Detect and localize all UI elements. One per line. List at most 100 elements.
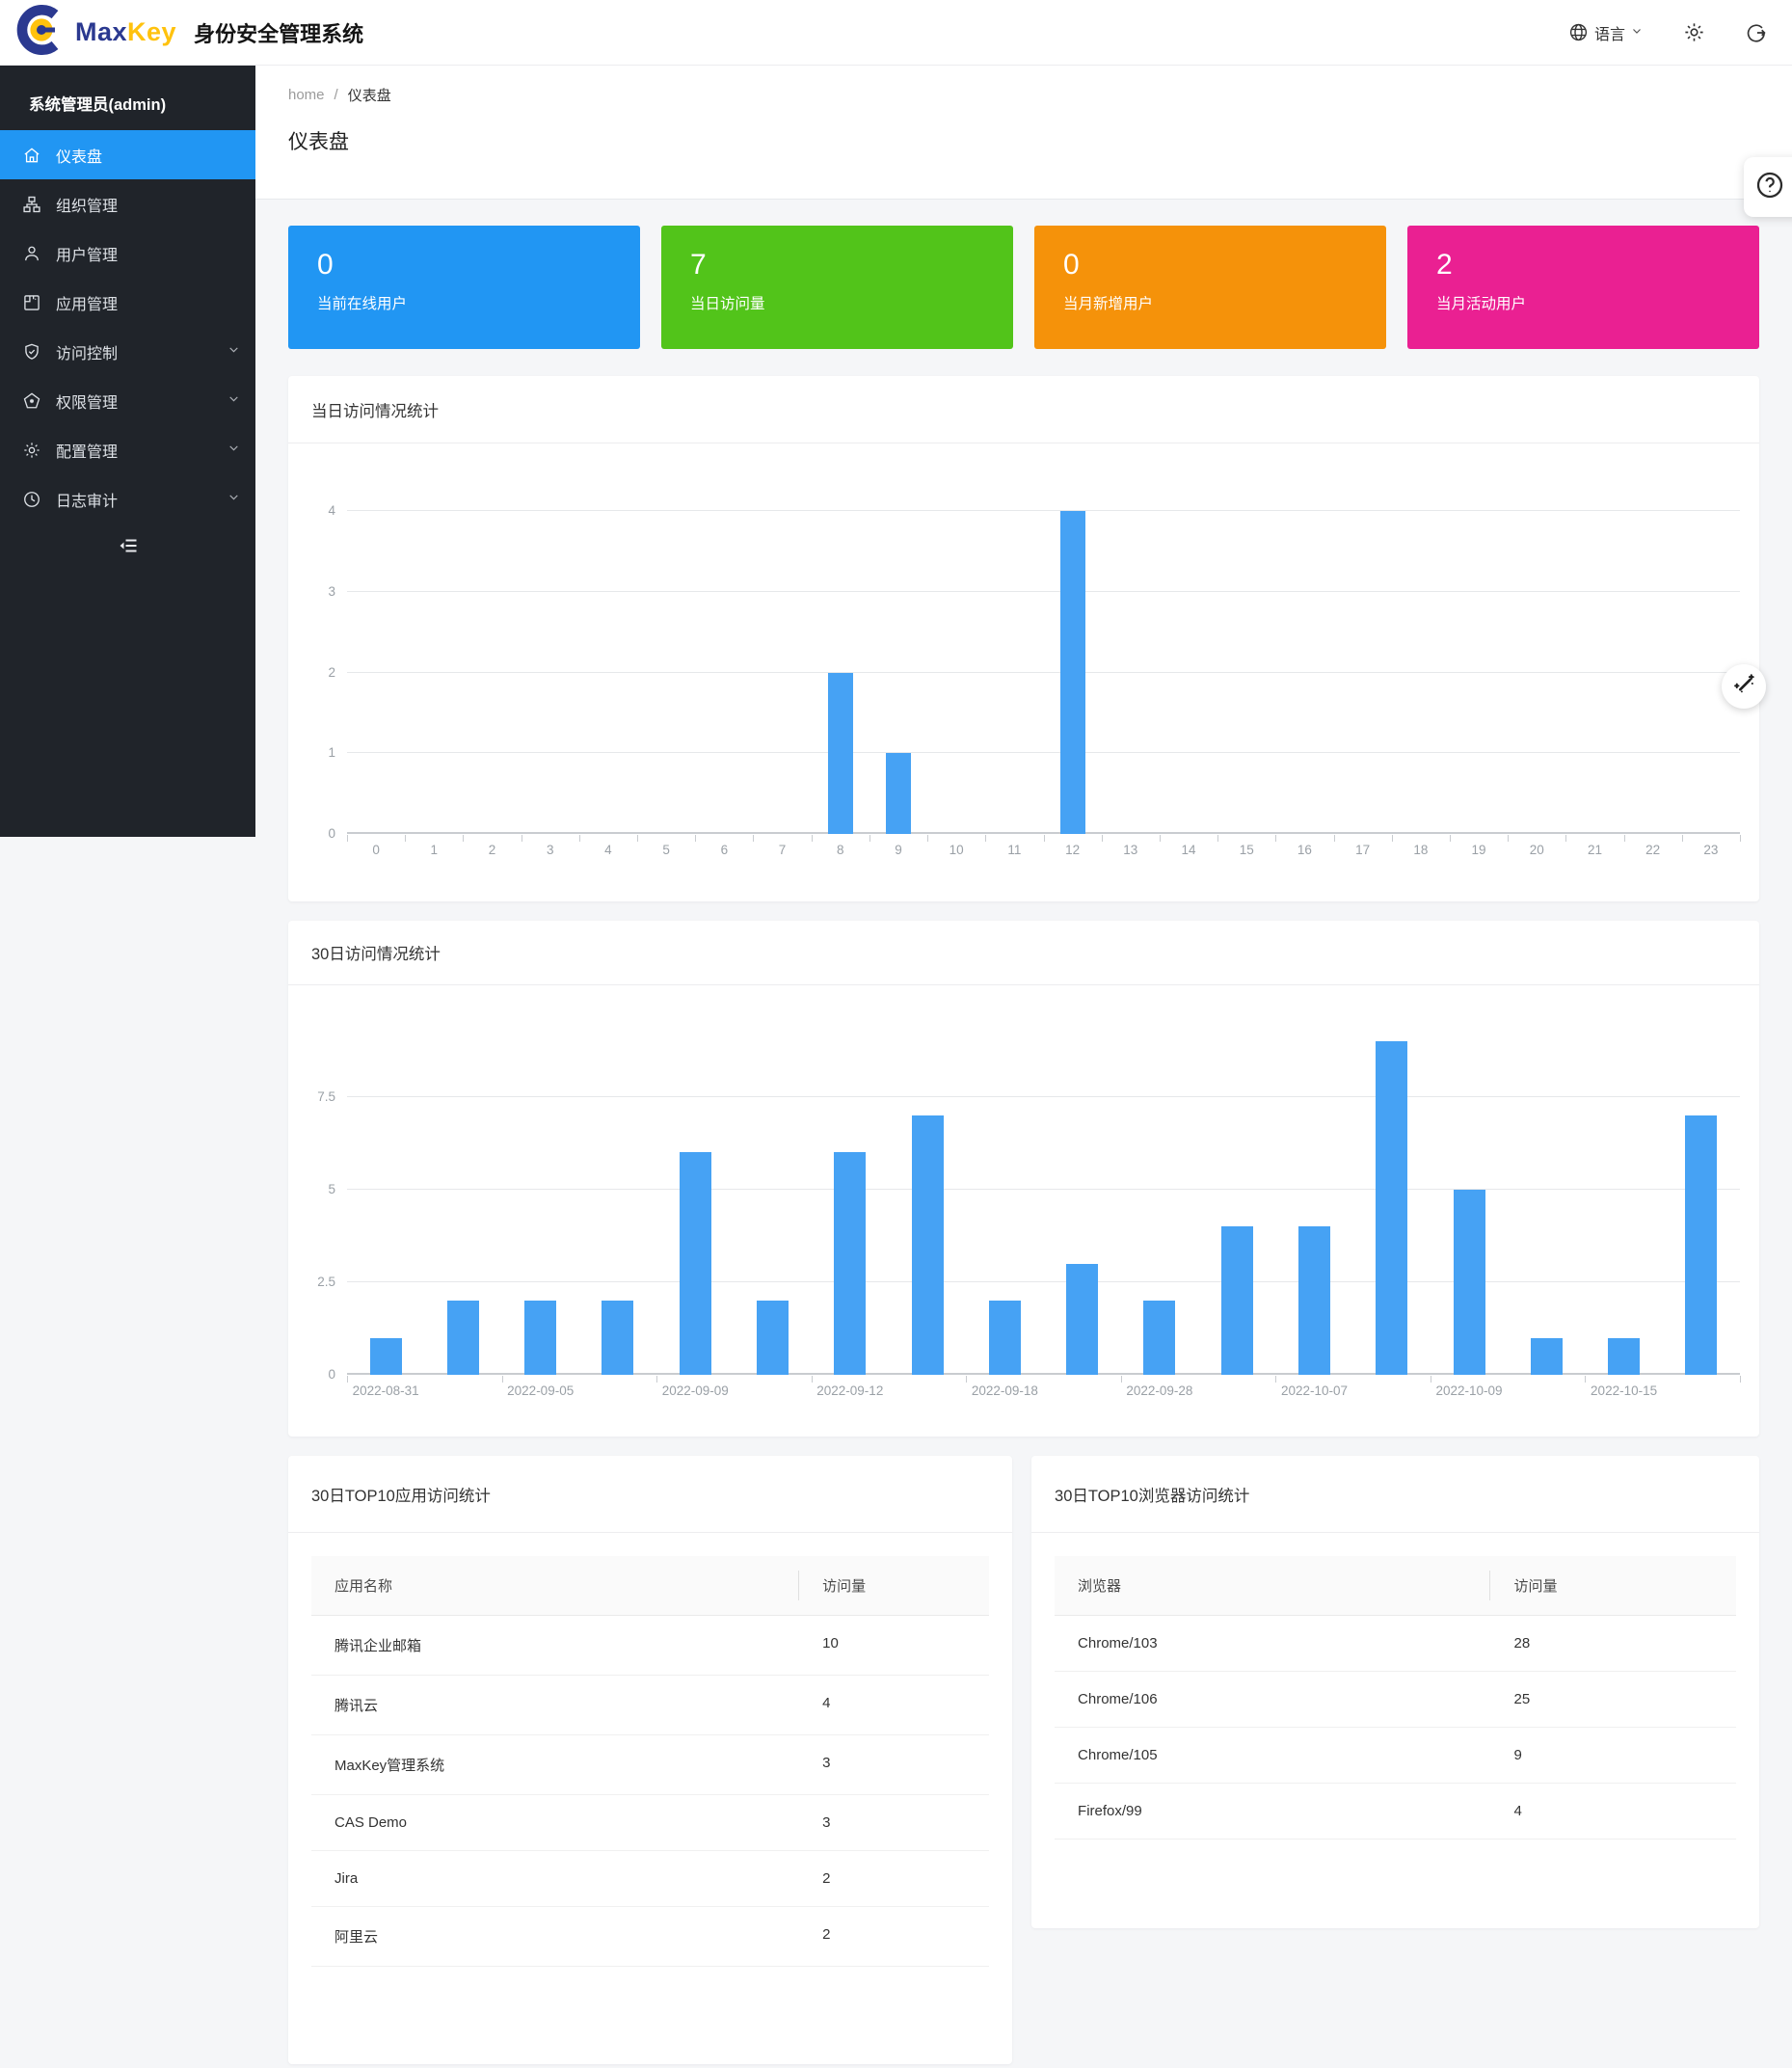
- chart-bar: [446, 1301, 479, 1375]
- sidebar-item-access-control[interactable]: 访问控制: [0, 327, 255, 376]
- chart-bar: [1453, 1189, 1485, 1375]
- user-icon: [22, 244, 41, 263]
- table-header-row: 应用名称 访问量: [311, 1556, 990, 1616]
- breadcrumb: home / 仪表盘: [288, 85, 1759, 105]
- plot-area: 0 2.5 5 7.5: [317, 1041, 1741, 1383]
- chart-bar: [885, 753, 911, 834]
- y-axis-tick-label: 5: [328, 1181, 335, 1196]
- brand-key: Key: [127, 17, 177, 46]
- y-axis-tick-label: 1: [328, 745, 335, 761]
- header-actions: 语言: [1568, 21, 1767, 44]
- sidebar-item-audit-log[interactable]: 日志审计: [0, 474, 255, 524]
- table-cell: 2: [822, 1870, 831, 1887]
- table-row: Chrome/103 28: [1055, 1616, 1736, 1672]
- table-cell: 25: [1513, 1691, 1531, 1707]
- chevron-down-icon: [227, 491, 240, 508]
- table-row: MaxKey管理系统 3: [311, 1735, 990, 1795]
- brand-name: MaxKey: [75, 17, 176, 47]
- axis-tick: [1565, 835, 1567, 842]
- axis-tick: [1681, 835, 1683, 842]
- axis-tick: [347, 835, 348, 842]
- table-row: Jira 2: [311, 1851, 990, 1907]
- axis-tick: [501, 1376, 503, 1383]
- x-axis-tick-label: 16: [1297, 843, 1312, 857]
- top10-browsers-table: 浏览器 访问量 Chrome/103 28 Chrome/106 25 Chrome/105…: [1055, 1556, 1736, 1840]
- table-cell: 阿里云: [334, 1929, 379, 1946]
- app-header: MaxKey 身份安全管理系统 语言: [0, 0, 1792, 66]
- x-axis-tick-label: 14: [1181, 843, 1196, 857]
- axis-tick: [985, 835, 987, 842]
- chart-bar: [1220, 1226, 1253, 1375]
- sidebar-item-dashboard[interactable]: 仪表盘: [0, 130, 255, 179]
- table-cell: MaxKey管理系统: [334, 1758, 445, 1774]
- sidebar-item-label: 组织管理: [56, 198, 119, 215]
- table-cell: 4: [1513, 1803, 1522, 1819]
- axis-tick: [1333, 835, 1335, 842]
- x-axis-tick-label: 2022-09-09: [661, 1383, 729, 1398]
- sidebar-item-configuration[interactable]: 配置管理: [0, 425, 255, 474]
- stat-cards-row: 0 当前在线用户 7 当日访问量 0 当月新增用户 2 当月活动用户: [288, 226, 1759, 349]
- y-axis-tick-label: 2: [328, 664, 335, 680]
- x-axis-labels: 2022-08-31 2022-09-05 2022-09-09 2022-09-12…: [347, 1375, 1740, 1408]
- theme-wand-button[interactable]: [1722, 664, 1766, 709]
- axis-tick: [637, 835, 639, 842]
- x-axis-tick-label: 2022-10-09: [1435, 1383, 1503, 1398]
- sidebar-item-permissions[interactable]: 权限管理: [0, 376, 255, 425]
- axis-tick: [695, 835, 697, 842]
- table-header-cell: 访问量: [1513, 1578, 1558, 1595]
- x-axis-tick-label: 2022-09-12: [816, 1383, 884, 1398]
- gridline: [347, 510, 1740, 511]
- x-axis-tick-label: 6: [720, 843, 729, 857]
- chevron-down-icon: [227, 392, 240, 410]
- sidebar-item-organizations[interactable]: 组织管理: [0, 179, 255, 228]
- sidebar-collapse-button[interactable]: [0, 524, 255, 572]
- stat-label: 当月新增用户: [1063, 296, 1154, 312]
- sidebar-menu: 仪表盘组织管理用户管理 应用管理访问控制权限管理配置管理日志审计: [0, 130, 255, 524]
- chart-bar: [757, 1301, 789, 1375]
- x-axis-tick-label: 7: [778, 843, 787, 857]
- language-selector[interactable]: 语言: [1568, 21, 1643, 44]
- sidebar-item-label: 配置管理: [56, 443, 119, 461]
- x-axis-tick-label: 2022-08-31: [352, 1383, 419, 1398]
- logout-icon[interactable]: [1746, 22, 1767, 43]
- stat-value: 0: [1063, 249, 1080, 281]
- top10-apps-card: 30日TOP10应用访问统计 应用名称 访问量 腾讯企业邮箱 10 腾讯云 4 MaxKey…: [288, 1456, 1013, 2064]
- table-cell: 4: [822, 1695, 831, 1711]
- sidebar-item-label: 日志审计: [56, 493, 119, 510]
- chart-bar: [1297, 1226, 1330, 1375]
- globe-icon: [1568, 22, 1589, 42]
- x-axis-tick-label: 10: [949, 843, 964, 857]
- help-button[interactable]: [1744, 157, 1792, 217]
- page-title: 仪表盘: [288, 131, 349, 153]
- chart-bar: [679, 1152, 711, 1375]
- chart-bar: [1685, 1115, 1718, 1375]
- sidebar-item-users[interactable]: 用户管理: [0, 228, 255, 278]
- x-axis-tick-label: 19: [1471, 843, 1486, 857]
- breadcrumb-separator: /: [334, 87, 338, 103]
- stat-card-daily-visits: 7 当日访问量: [661, 226, 1013, 349]
- table-header-row: 浏览器 访问量: [1055, 1556, 1736, 1616]
- x-axis-tick-label: 20: [1529, 843, 1544, 857]
- breadcrumb-home-link[interactable]: home: [288, 87, 325, 103]
- sidebar-item-label: 访问控制: [56, 345, 119, 363]
- chevron-down-icon: [227, 442, 240, 459]
- chevron-down-icon: [1631, 24, 1643, 41]
- table-cell: 9: [1513, 1747, 1522, 1763]
- axis-tick: [1275, 835, 1277, 842]
- magic-wand-icon: [1732, 672, 1756, 701]
- page-header: home / 仪表盘 仪表盘: [255, 66, 1792, 200]
- sidebar-item-applications[interactable]: 应用管理: [0, 278, 255, 327]
- table-row: 阿里云 2: [311, 1907, 990, 1967]
- x-axis-tick-label: 18: [1413, 843, 1429, 857]
- gridline: [347, 590, 1740, 592]
- maxkey-logo-icon: [15, 4, 67, 61]
- sidebar-item-label: 仪表盘: [56, 148, 103, 166]
- y-axis-tick-label: 0: [328, 1367, 335, 1382]
- brand: MaxKey 身份安全管理系统: [15, 4, 363, 61]
- axis-tick: [405, 835, 407, 842]
- settings-gear-icon[interactable]: [1683, 21, 1705, 43]
- table-cell: 28: [1513, 1635, 1531, 1652]
